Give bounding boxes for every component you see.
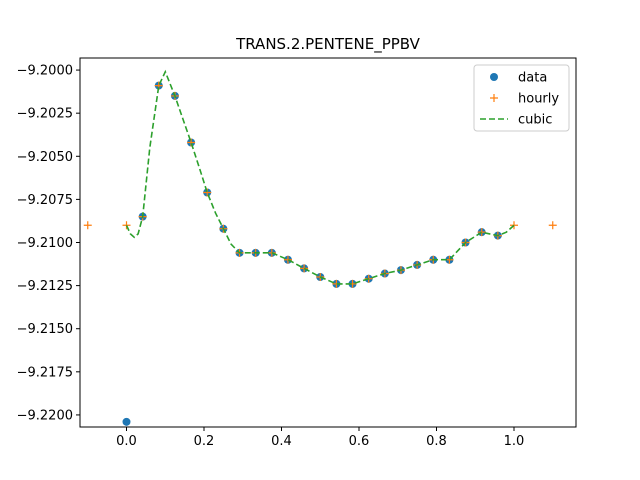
plot-area (83, 69, 557, 426)
x-tick-label: 1.0 (504, 434, 525, 449)
data-point-hourly (203, 188, 212, 197)
y-tick-label: −9.2000 (17, 64, 73, 79)
x-tick-label: 0.0 (116, 434, 137, 449)
x-tick-label: 0.2 (194, 434, 215, 449)
y-tick-label: −9.2050 (17, 150, 73, 165)
legend-label-cubic: cubic (518, 113, 552, 128)
data-point-hourly (283, 255, 292, 264)
y-tick-label: −9.2075 (17, 193, 73, 208)
y-tick-label: −9.2125 (17, 279, 73, 294)
legend-label-hourly: hourly (518, 92, 559, 107)
legend-label-data: data (518, 71, 547, 86)
data-point-hourly (477, 228, 486, 237)
y-tick-label: −9.2100 (17, 236, 73, 251)
data-point-hourly (122, 221, 131, 230)
axes: 0.0 0.2 0.4 0.6 0.8 1.0 −9.2000 −9.2025 −9.2050 −… (17, 64, 525, 449)
x-tick-label: 0.4 (271, 434, 292, 449)
y-tick-label: −9.2150 (17, 322, 73, 337)
data-point-hourly (187, 138, 196, 147)
legend-box (473, 64, 570, 132)
legend-swatch-hourly (490, 94, 498, 102)
chart-title: TRANS.2.PENTENE_PPBV (235, 35, 421, 54)
data-point-hourly (548, 221, 557, 230)
x-tick-label: 0.6 (349, 434, 370, 449)
data-point-data (122, 417, 131, 426)
x-tick-label: 0.8 (426, 434, 447, 449)
series-cubic-line (125, 69, 515, 285)
legend: data hourly cubic (473, 64, 570, 132)
y-tick-label: −9.2200 (17, 408, 73, 423)
y-tick-label: −9.2175 (17, 365, 73, 380)
y-tick-label: −9.2025 (17, 107, 73, 122)
data-point-hourly (300, 264, 309, 273)
data-point-hourly (510, 221, 518, 230)
legend-swatch-data (490, 73, 498, 81)
data-point-hourly (83, 221, 92, 230)
